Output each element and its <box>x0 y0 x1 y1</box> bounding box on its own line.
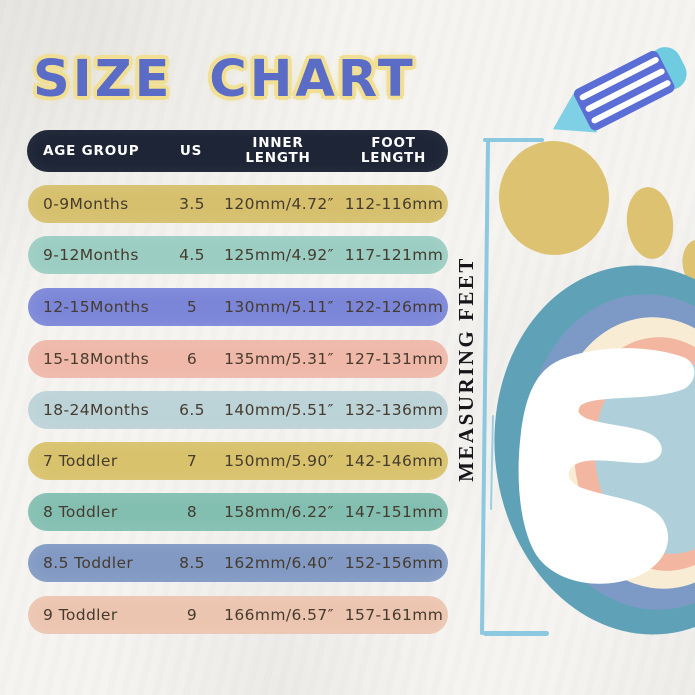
cell-inner-length: 166mm/6.57″ <box>224 606 334 624</box>
header-inner-length: INNER LENGTH <box>245 135 311 166</box>
pencil-stripe <box>591 80 671 124</box>
cell-foot-length: 127-131mm <box>344 350 444 368</box>
page-title: SIZE CHART <box>33 50 416 109</box>
measuring-feet-label: MEASURING FEET <box>454 256 478 482</box>
cell-inner-length: 140mm/5.51″ <box>224 401 334 419</box>
pencil-tip <box>552 89 598 133</box>
table-row: 7 Toddler 7 150mm/5.90″ 142-146mm <box>28 442 448 480</box>
cell-age-group: 8 Toddler <box>43 503 118 521</box>
measuring-bracket-top <box>483 138 544 142</box>
footprint-white-shape <box>518 348 695 584</box>
cell-foot-length: 152-156mm <box>344 554 444 572</box>
table-row: 15-18Months 6 135mm/5.31″ 127-131mm <box>28 340 448 378</box>
cell-foot-length: 142-146mm <box>344 452 444 470</box>
table-row: 9 Toddler 9 166mm/6.57″ 157-161mm <box>28 596 448 634</box>
header-foot-length: FOOT LENGTH <box>360 135 427 166</box>
cell-age-group: 15-18Months <box>43 350 150 368</box>
header-us: US <box>179 143 203 159</box>
footprint-illustration <box>494 141 695 635</box>
table-row: 0-9Months 3.5 120mm/4.72″ 112-116mm <box>28 185 448 223</box>
cell-foot-length: 157-161mm <box>344 606 444 624</box>
table-row: 8.5 Toddler 8.5 162mm/6.40″ 152-156mm <box>28 544 448 582</box>
cell-age-group: 7 Toddler <box>43 452 118 470</box>
cell-us-size: 8 <box>186 503 198 521</box>
cell-age-group: 0-9Months <box>43 195 129 213</box>
cell-us-size: 3.5 <box>179 195 205 213</box>
cell-age-group: 8.5 Toddler <box>43 554 134 572</box>
pencil-stripe <box>585 68 665 112</box>
cell-age-group: 9-12Months <box>43 246 139 264</box>
cell-inner-length: 135mm/5.31″ <box>224 350 334 368</box>
cell-us-size: 5 <box>186 298 198 316</box>
table-row: 12-15Months 5 130mm/5.11″ 122-126mm <box>28 288 448 326</box>
cell-foot-length: 117-121mm <box>344 246 444 264</box>
cell-us-size: 7 <box>186 452 198 470</box>
cell-us-size: 4.5 <box>179 246 205 264</box>
cell-us-size: 8.5 <box>179 554 205 572</box>
cell-age-group: 18-24Months <box>43 401 150 419</box>
toe-shape <box>626 187 674 259</box>
cell-age-group: 12-15Months <box>43 298 150 316</box>
pencil-icon <box>552 47 687 133</box>
measuring-bracket-bottom <box>483 631 549 636</box>
table-row: 18-24Months 6.5 140mm/5.51″ 132-136mm <box>28 391 448 429</box>
table-header-row: AGE GROUP US INNER LENGTH FOOT LENGTH <box>27 130 448 172</box>
header-age-group: AGE GROUP <box>43 143 140 159</box>
big-toe-shape <box>498 141 610 255</box>
cell-age-group: 9 Toddler <box>43 606 118 624</box>
table-row: 8 Toddler 8 158mm/6.22″ 147-151mm <box>28 493 448 531</box>
cell-foot-length: 132-136mm <box>344 401 444 419</box>
cell-inner-length: 120mm/4.72″ <box>224 195 334 213</box>
cell-us-size: 9 <box>186 606 198 624</box>
table-row: 9-12Months 4.5 125mm/4.92″ 117-121mm <box>28 236 448 274</box>
cell-foot-length: 122-126mm <box>344 298 444 316</box>
cell-foot-length: 112-116mm <box>344 195 444 213</box>
cell-us-size: 6 <box>186 350 198 368</box>
cell-inner-length: 158mm/6.22″ <box>224 503 334 521</box>
cell-inner-length: 162mm/6.40″ <box>224 554 334 572</box>
cell-inner-length: 130mm/5.11″ <box>224 298 334 316</box>
cell-inner-length: 125mm/4.92″ <box>224 246 334 264</box>
cell-foot-length: 147-151mm <box>344 503 444 521</box>
cell-inner-length: 150mm/5.90″ <box>224 452 334 470</box>
pencil-stripe <box>579 57 659 101</box>
cell-us-size: 6.5 <box>179 401 205 419</box>
